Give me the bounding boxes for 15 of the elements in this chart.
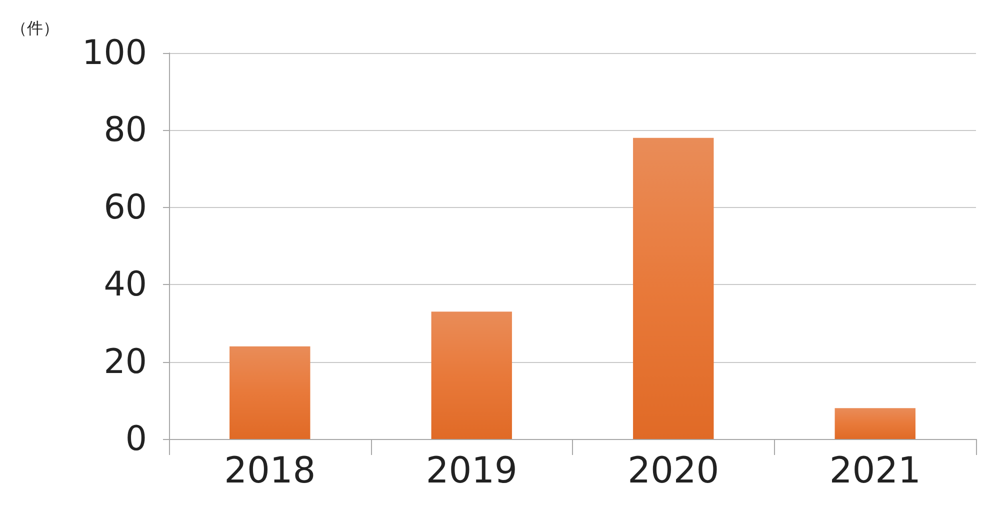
x-tick-label: 2019: [426, 450, 518, 492]
y-tick-label: 0: [125, 419, 147, 459]
bar: [431, 312, 512, 439]
y-tick-label: 20: [104, 342, 147, 382]
x-tick-label: 2018: [224, 450, 316, 492]
y-tick-label: 100: [82, 33, 147, 73]
y-tick-label: 60: [104, 187, 147, 228]
x-tick-label: 2020: [628, 450, 720, 492]
y-axis-title: （件）: [11, 20, 59, 38]
y-tick-label: 40: [104, 264, 147, 305]
y-tick-label: 80: [104, 110, 147, 150]
bar: [834, 408, 916, 439]
bar: [633, 138, 714, 439]
bar: [230, 346, 310, 439]
x-tick-label: 2021: [829, 450, 921, 492]
